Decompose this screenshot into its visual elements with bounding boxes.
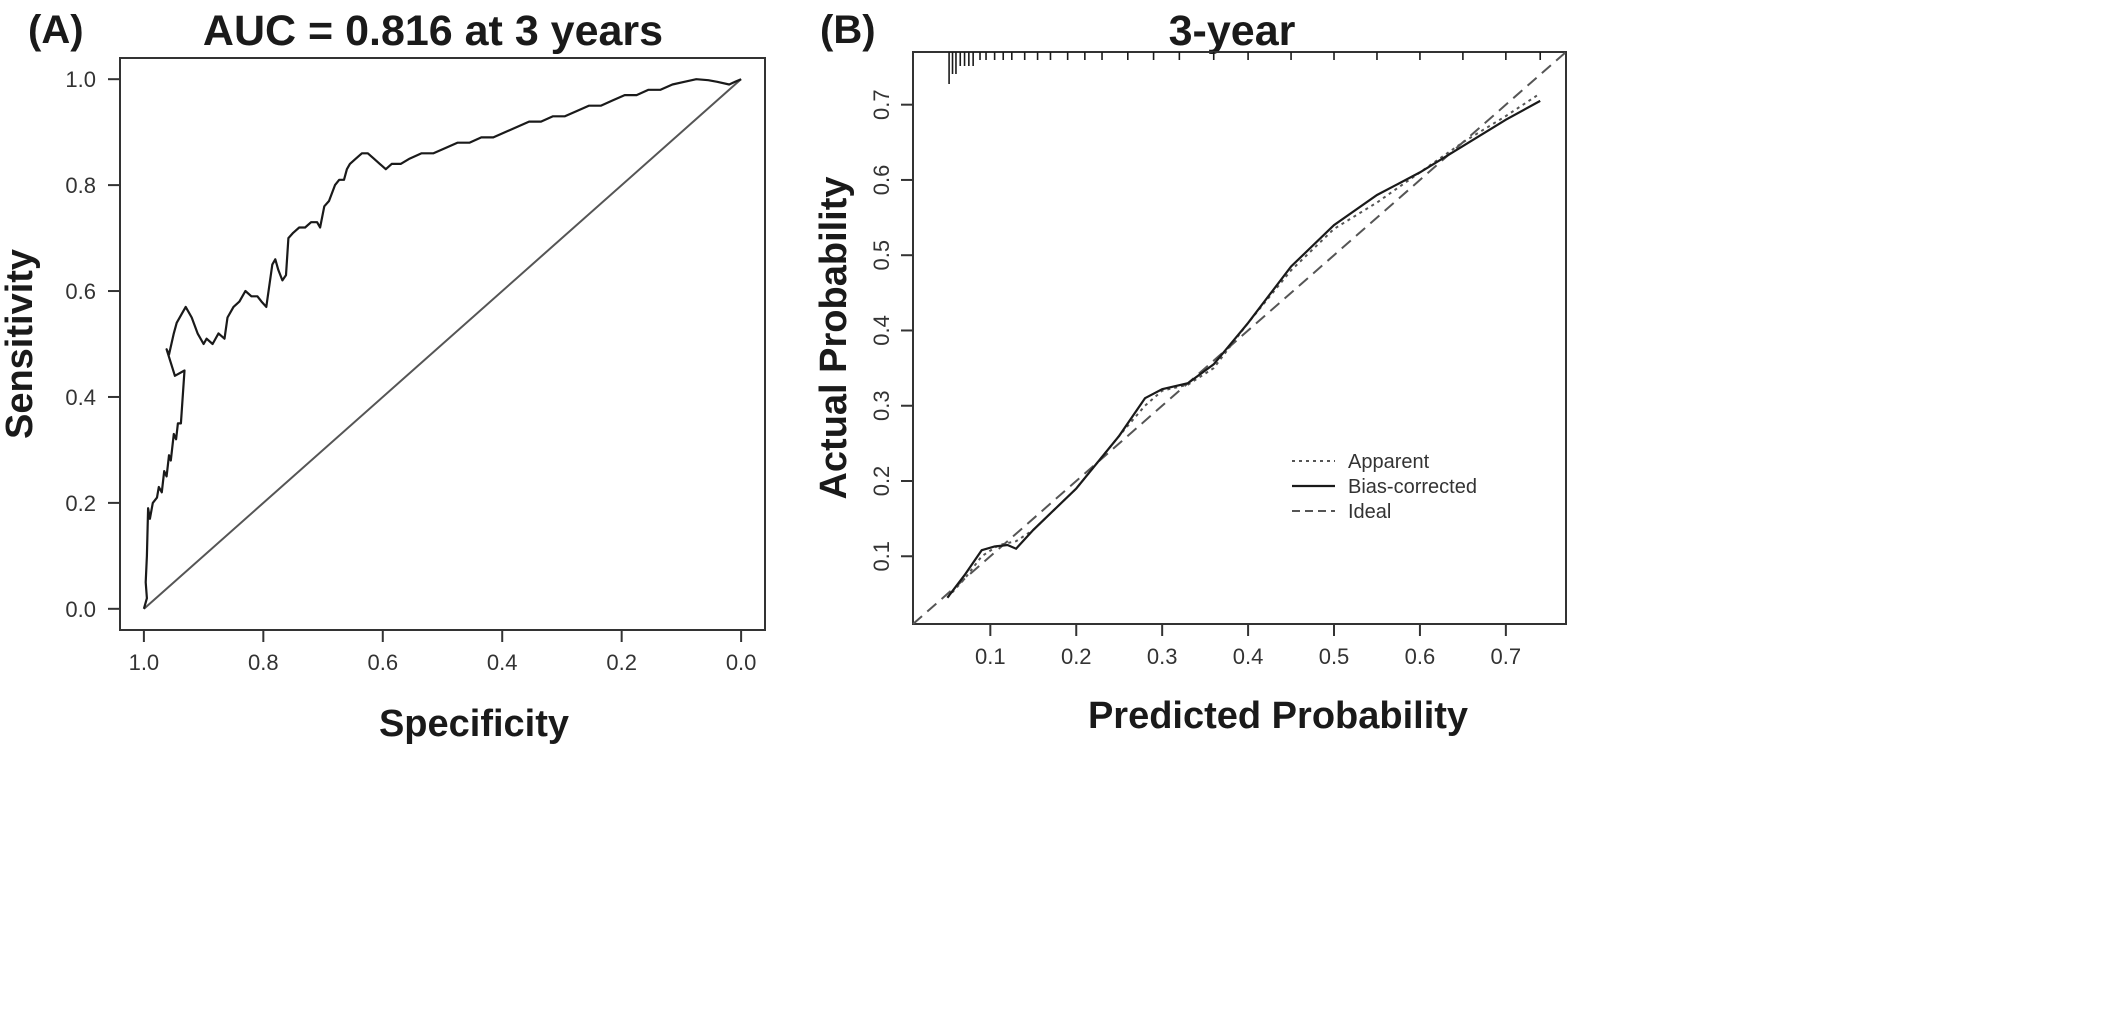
calibration-axes: 0.1 0.2 0.3 0.4 0.5 0.6 0.7 0.1 0.2 0.3 0.4 0.5 0.6 0… bbox=[869, 89, 1521, 669]
calibration-y-tick-label: 0.5 bbox=[869, 240, 894, 271]
legend-ideal-label: Ideal bbox=[1348, 501, 1391, 523]
roc-x-tick-label: 0.0 bbox=[726, 650, 757, 675]
calibration-x-axis-title: Predicted Probability bbox=[1088, 695, 1468, 737]
calibration-panel: (B) 3-year 0.1 0.2 0.3 0.4 0.5 0.6 0.70.10.20.… bbox=[813, 7, 1567, 737]
panel-a-letter: (A) bbox=[28, 8, 84, 52]
roc-title: AUC = 0.816 at 3 years bbox=[203, 7, 663, 55]
roc-panel: (A) AUC = 0.816 at 3 years 1.0 0.8 0.6 0.4 0… bbox=[0, 7, 766, 745]
roc-x-tick-label: 0.2 bbox=[606, 650, 637, 675]
calibration-x-tick-label: 0.3 bbox=[1147, 644, 1178, 669]
calibration-y-axis-title: Actual Probability bbox=[813, 176, 855, 499]
calibration-y-tick-label: 0.4 bbox=[869, 315, 894, 346]
roc-y-tick-label: 0.8 bbox=[65, 173, 96, 198]
roc-axes: 1.0 0.8 0.6 0.4 0.2 0.0 0.0 0.2 0.4 0.6 0.8 1.0 bbox=[65, 67, 756, 675]
roc-x-tick-label: 0.4 bbox=[487, 650, 518, 675]
roc-y-axis-title: Sensitivity bbox=[0, 249, 41, 439]
calibration-plot-frame bbox=[912, 51, 1567, 625]
roc-y-tick-label: 0.6 bbox=[65, 279, 96, 304]
roc-y-tick-label: 0.2 bbox=[65, 491, 96, 516]
bias-corrected-curve bbox=[946, 99, 1541, 599]
legend-apparent-label: Apparent bbox=[1348, 451, 1430, 473]
roc-x-tick-label: 0.8 bbox=[248, 650, 279, 675]
calibration-x-tick-label: 0.5 bbox=[1319, 644, 1350, 669]
calibration-x-tick-label: 0.1 bbox=[975, 644, 1006, 669]
calibration-x-tick-label: 0.4 bbox=[1233, 644, 1264, 669]
roc-y-tick-label: 0.0 bbox=[65, 597, 96, 622]
calibration-x-tick-label: 0.2 bbox=[1061, 644, 1092, 669]
roc-x-axis-title: Specificity bbox=[379, 703, 569, 745]
calibration-y-tick-label: 0.2 bbox=[869, 466, 894, 497]
panel-b-letter: (B) bbox=[820, 8, 876, 52]
calibration-y-tick-label: 0.1 bbox=[869, 541, 894, 572]
calibration-title: 3-year bbox=[1169, 7, 1296, 55]
calibration-rug bbox=[948, 52, 1542, 84]
roc-reference-line bbox=[143, 78, 742, 610]
calibration-x-tick-label: 0.6 bbox=[1405, 644, 1436, 669]
roc-plot-frame bbox=[119, 57, 766, 631]
legend-bias-corrected-label: Bias-corrected bbox=[1348, 476, 1477, 498]
ideal-line bbox=[912, 51, 1567, 625]
roc-curve bbox=[142, 78, 742, 610]
calibration-y-tick-label: 0.3 bbox=[869, 390, 894, 421]
roc-y-tick-label: 0.4 bbox=[65, 385, 96, 410]
calibration-y-tick-label: 0.6 bbox=[869, 165, 894, 196]
apparent-curve bbox=[946, 92, 1541, 599]
roc-x-tick-label: 0.6 bbox=[367, 650, 398, 675]
roc-y-tick-label: 1.0 bbox=[65, 67, 96, 92]
calibration-x-tick-label: 0.7 bbox=[1491, 644, 1522, 669]
calibration-legend: Apparent Bias-corrected Ideal bbox=[1292, 451, 1477, 523]
roc-x-tick-label: 1.0 bbox=[129, 650, 160, 675]
calibration-y-tick-label: 0.7 bbox=[869, 89, 894, 120]
